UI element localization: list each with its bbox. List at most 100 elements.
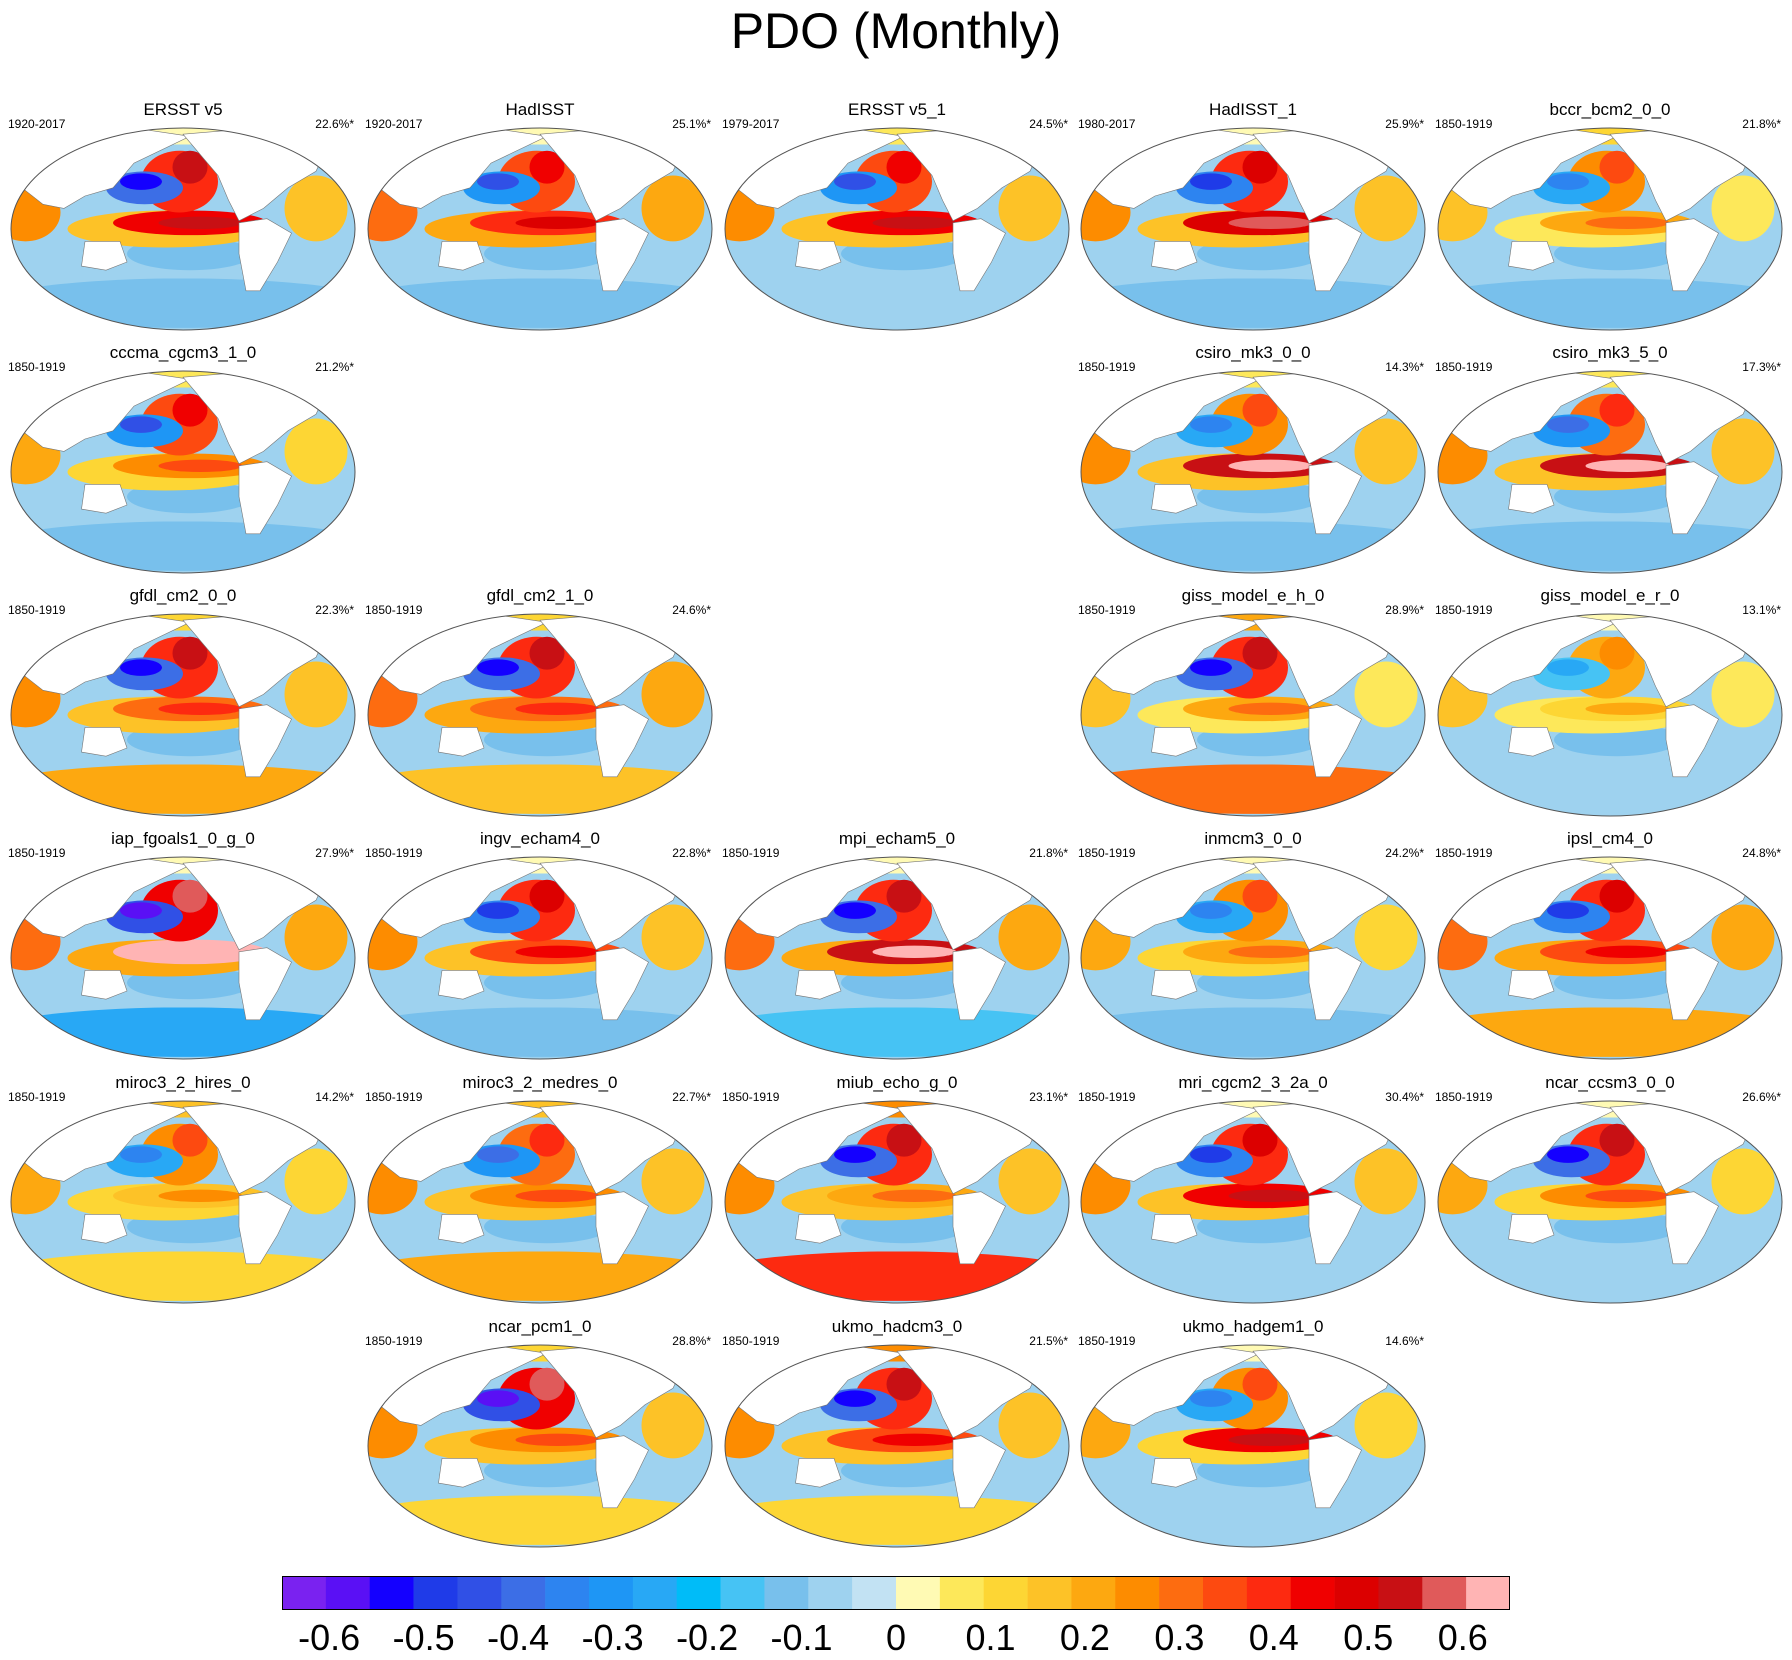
panel-percent-variance: 22.7%*: [672, 1090, 711, 1104]
map-outline: [1437, 1100, 1783, 1304]
atlantic-band: [1711, 418, 1775, 485]
map-panel: HadISST 1920-2017 25.1%*: [365, 100, 715, 332]
panel-period: 1850-1919: [365, 1090, 423, 1104]
atlantic-band: [1354, 661, 1418, 728]
atlantic-band: [1711, 1148, 1775, 1215]
panel-period: 1979-2017: [722, 117, 780, 131]
south-america-land: [1308, 704, 1362, 778]
coastal-warm-core: [529, 879, 565, 913]
panel-period: 1850-1919: [1435, 117, 1493, 131]
coastal-warm-core: [529, 1367, 565, 1401]
south-ocean-band: [368, 1495, 712, 1545]
pattern-map: [10, 613, 356, 817]
panel-title: giss_model_e_h_0: [1181, 586, 1325, 605]
north-pacific-cool-core: [120, 173, 162, 190]
panel-period: 1850-1919: [8, 603, 66, 617]
panel-percent-variance: 28.8%*: [672, 1334, 711, 1348]
panel-title: miroc3_2_hires_0: [115, 1073, 251, 1092]
colorbar-tick-label: 0.2: [1059, 1617, 1110, 1658]
pattern-map: [10, 1100, 356, 1304]
australia-land: [81, 484, 128, 514]
panel-title: miroc3_2_medres_0: [462, 1073, 618, 1092]
north-pacific-cool-core: [1547, 659, 1589, 676]
colorbar-cell: [1466, 1576, 1510, 1610]
pattern-map: [367, 856, 713, 1060]
australia-land: [1151, 484, 1198, 514]
panel-title: cccma_cgcm3_1_0: [109, 343, 257, 362]
nino-core: [158, 702, 243, 715]
nino-core: [1228, 459, 1313, 472]
panel-period: 1850-1919: [8, 1090, 66, 1104]
south-america-land: [595, 947, 649, 1021]
south-america-land: [1308, 1191, 1362, 1265]
coastal-warm-core: [886, 1123, 922, 1157]
map-outline: [1080, 1344, 1426, 1548]
north-pacific-cool-core: [1190, 1146, 1232, 1163]
map-outline: [1080, 1100, 1426, 1304]
map-outline: [367, 127, 713, 331]
atlantic-band: [641, 1392, 705, 1459]
atlantic-band: [1354, 1148, 1418, 1215]
colorbar-tick-label: -0.5: [392, 1617, 455, 1658]
map-panel: giss_model_e_r_0 1850-1919 13.1%*: [1435, 586, 1785, 818]
coastal-warm-core: [529, 1123, 565, 1157]
australia-land: [795, 1458, 842, 1488]
panel-percent-variance: 25.9%*: [1385, 117, 1424, 131]
nino-core: [1585, 945, 1670, 958]
colorbar-cell: [369, 1576, 414, 1610]
atlantic-band: [284, 418, 348, 485]
south-america-land: [595, 218, 649, 292]
colorbar-cell: [808, 1576, 853, 1610]
panel-percent-variance: 21.5%*: [1029, 1334, 1068, 1348]
nino-core: [872, 216, 957, 229]
atlantic-band: [998, 1148, 1062, 1215]
map-panel: mri_cgcm2_3_2a_0 1850-1919 30.4%*: [1078, 1073, 1428, 1305]
nino-core: [1228, 1433, 1313, 1446]
nino-core: [158, 216, 243, 229]
south-america-land: [238, 947, 292, 1021]
nino-core: [515, 1433, 600, 1446]
panel-title: gfdl_cm2_0_0: [129, 586, 237, 605]
coastal-warm-core: [172, 150, 208, 184]
panel-percent-variance: 26.6%*: [1742, 1090, 1781, 1104]
south-america-land: [1665, 704, 1719, 778]
panel-percent-variance: 24.5%*: [1029, 117, 1068, 131]
north-pacific-cool-core: [834, 173, 876, 190]
south-america-land: [952, 1435, 1006, 1509]
nino-core: [158, 1189, 243, 1202]
australia-land: [81, 970, 128, 1000]
panel-period: 1850-1919: [1435, 360, 1493, 374]
panel-period: 1920-2017: [8, 117, 66, 131]
map-outline: [1080, 370, 1426, 574]
north-pacific-cool-core: [1547, 902, 1589, 919]
pattern-map: [1437, 613, 1783, 817]
pattern-map: [1080, 1100, 1426, 1304]
map-panel: giss_model_e_h_0 1850-1919 28.9%*: [1078, 586, 1428, 818]
colorbar-cell: [1203, 1576, 1248, 1610]
colorbar-cell: [1422, 1576, 1467, 1610]
coastal-warm-core: [1599, 150, 1635, 184]
pattern-map: [724, 1100, 1070, 1304]
nino-core: [872, 1433, 957, 1446]
map-panel: gfdl_cm2_0_0 1850-1919 22.3%*: [8, 586, 358, 818]
atlantic-band: [284, 904, 348, 971]
map-outline: [1080, 127, 1426, 331]
nino-core: [1228, 1189, 1313, 1202]
pattern-map: [367, 127, 713, 331]
colorbar-cell: [896, 1576, 941, 1610]
map-outline: [10, 1100, 356, 1304]
north-pacific-cool-core: [1190, 173, 1232, 190]
south-ocean-band: [11, 1251, 355, 1301]
colorbar-cell: [1071, 1576, 1116, 1610]
panel-percent-variance: 13.1%*: [1742, 603, 1781, 617]
north-pacific-cool-core: [477, 173, 519, 190]
panel-period: 1850-1919: [722, 1334, 780, 1348]
colorbar-tick-label: 0.1: [965, 1617, 1016, 1658]
panel-period: 1850-1919: [365, 846, 423, 860]
panel-percent-variance: 24.8%*: [1742, 846, 1781, 860]
south-ocean-band: [1081, 764, 1425, 814]
coastal-warm-core: [172, 636, 208, 670]
nino-core: [1585, 1189, 1670, 1202]
australia-land: [1508, 970, 1555, 1000]
coastal-warm-core: [1242, 636, 1278, 670]
